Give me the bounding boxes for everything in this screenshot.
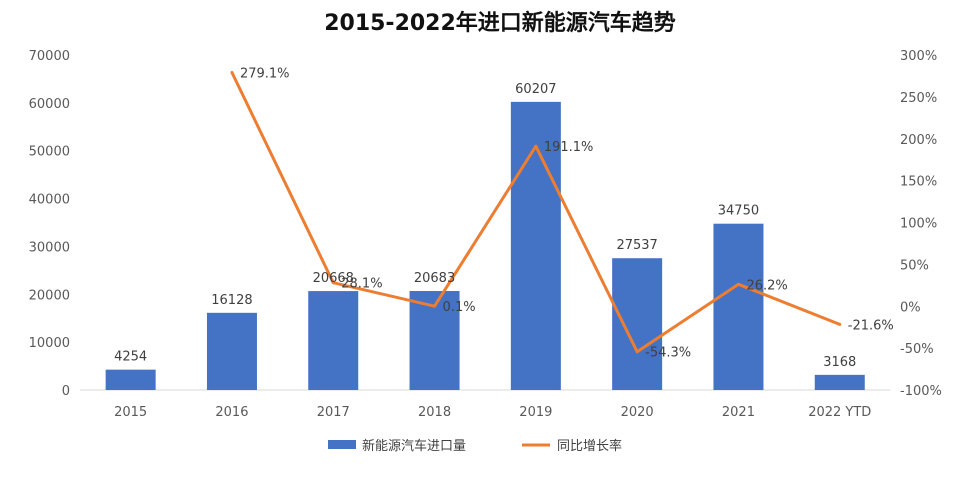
y-right-tick-label: 0% bbox=[900, 300, 921, 315]
line-point bbox=[433, 304, 437, 308]
line-point bbox=[331, 281, 335, 285]
bar-data-label: 16128 bbox=[211, 293, 252, 308]
y-left-tick-label: 30000 bbox=[29, 240, 70, 255]
y-right-tick-label: 50% bbox=[900, 258, 929, 273]
x-tick-label: 2019 bbox=[519, 405, 552, 420]
bar-data-label: 3168 bbox=[823, 355, 856, 370]
line-point bbox=[635, 350, 639, 354]
y-left-tick-label: 0 bbox=[62, 384, 70, 399]
x-tick-label: 2015 bbox=[114, 405, 147, 420]
legend-swatch-bar bbox=[328, 440, 356, 449]
x-tick-label: 2016 bbox=[215, 405, 248, 420]
bar bbox=[308, 291, 359, 390]
bar bbox=[713, 223, 764, 390]
line-data-label: 191.1% bbox=[544, 140, 594, 155]
bar bbox=[206, 312, 257, 390]
bar bbox=[612, 258, 663, 390]
bar-data-label: 20683 bbox=[414, 271, 455, 286]
bar-data-label: 27537 bbox=[616, 238, 657, 253]
y-right-tick-label: -50% bbox=[900, 342, 934, 357]
y-right-tick-label: -100% bbox=[900, 384, 942, 399]
x-tick-label: 2017 bbox=[317, 405, 350, 420]
bar bbox=[105, 369, 156, 390]
y-left-tick-label: 70000 bbox=[29, 49, 70, 64]
x-tick-label: 2018 bbox=[418, 405, 451, 420]
bar bbox=[814, 374, 865, 390]
y-left-tick-label: 60000 bbox=[29, 97, 70, 112]
line-data-label: 28.1% bbox=[341, 277, 382, 292]
legend-label-line: 同比增长率 bbox=[557, 438, 622, 454]
bar-data-label: 60207 bbox=[515, 82, 556, 97]
line-data-label: 0.1% bbox=[443, 300, 476, 315]
bar-data-label: 4254 bbox=[114, 350, 147, 365]
line-data-label: 279.1% bbox=[240, 67, 290, 82]
line-data-label: 26.2% bbox=[746, 278, 787, 293]
y-left-tick-label: 10000 bbox=[29, 336, 70, 351]
y-left-tick-label: 20000 bbox=[29, 288, 70, 303]
chart-title: 2015-2022年进口新能源汽车趋势 bbox=[324, 10, 676, 36]
line-data-label: -54.3% bbox=[645, 346, 691, 361]
legend-label-bar: 新能源汽车进口量 bbox=[362, 438, 466, 454]
line-point bbox=[838, 322, 842, 326]
bar-data-label: 34750 bbox=[718, 204, 759, 219]
x-tick-label: 2021 bbox=[722, 405, 755, 420]
x-tick-label: 2022 YTD bbox=[808, 405, 871, 420]
bar bbox=[510, 101, 561, 390]
line-point bbox=[534, 144, 538, 148]
y-right-tick-label: 200% bbox=[900, 133, 937, 148]
x-tick-label: 2020 bbox=[621, 405, 654, 420]
line-point bbox=[230, 71, 234, 75]
line-point bbox=[736, 282, 740, 286]
legend: 新能源汽车进口量 同比增长率 bbox=[328, 438, 622, 454]
y-right-tick-label: 250% bbox=[900, 91, 937, 106]
y-left-tick-label: 40000 bbox=[29, 193, 70, 208]
line-data-label: -21.6% bbox=[848, 318, 894, 333]
y-right-tick-label: 100% bbox=[900, 217, 937, 232]
bar-data-label: 20668 bbox=[313, 271, 354, 286]
y-right-tick-label: 150% bbox=[900, 175, 937, 190]
y-right-tick-label: 300% bbox=[900, 49, 937, 64]
y-left-tick-label: 50000 bbox=[29, 145, 70, 160]
